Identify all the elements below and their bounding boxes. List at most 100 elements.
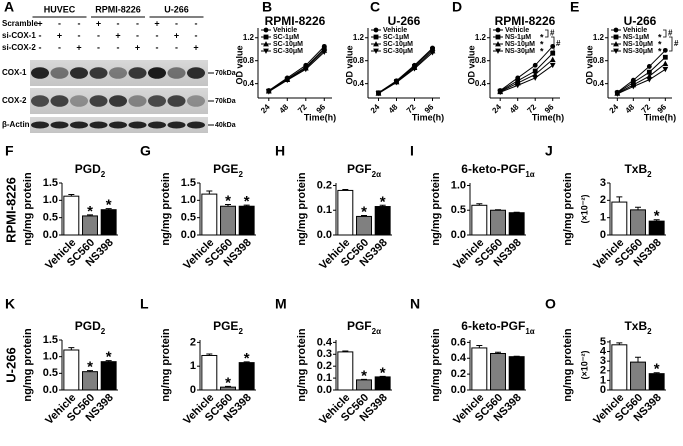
band [128,95,147,107]
band [89,121,108,129]
point [630,84,637,90]
y-axis-label: OD value [234,45,244,84]
bracket [545,29,549,38]
error-bar [616,342,623,345]
point [393,80,400,86]
point [375,91,382,97]
y-tick-label: 0.3 [317,348,332,360]
y-tick-label: 0.8 [243,56,255,65]
point [613,41,619,47]
significance: * [380,193,386,210]
y-tick-label: 3 [600,355,606,367]
chart-title: TxB2 [624,162,652,178]
point [495,41,501,47]
point [549,56,556,62]
bar [238,205,255,236]
legend-label: Vehicle [623,27,647,34]
row-label: RPMI-8226 [3,177,18,243]
significance: * [361,203,367,220]
bar [471,204,488,236]
bracket [551,36,555,52]
y-axis-label: ng/mg protein [562,172,574,246]
sign: - [136,18,139,28]
y-tick-label: 0 [600,229,606,241]
significance: * [658,46,662,56]
y-tick-label: 0.8 [593,56,605,65]
panel-letter: O [545,296,556,312]
series-line [268,45,325,91]
sign: - [58,42,61,52]
title-text: PGF [347,162,372,176]
point [497,89,504,96]
y-tick-label: 1 [600,212,606,224]
chart-title: 6-keto-PGF1α [461,162,534,178]
y-tick-label: 0 [600,384,606,396]
x-axis-label: Time(h) [304,112,336,122]
sign: + [135,42,140,52]
y-tick-label: 2 [190,336,196,348]
error-bar [105,208,112,210]
error-bar [476,203,483,206]
y-tick-label: 0.8 [353,56,365,65]
significance: * [244,193,250,210]
error-bar [653,372,660,374]
bar [630,361,646,391]
series-line [617,68,666,95]
sign: - [58,18,61,28]
band [89,95,108,107]
y-tick-label: 0.0 [43,384,58,396]
chart-title: RPMI-8226 [265,14,326,28]
legend-label: SC-30μM [273,48,303,55]
sign: - [195,30,198,40]
y-axis-label: ng/mg protein [430,328,442,402]
y-axis-unit: (×10⁻²) [579,194,589,223]
legend-label: Vehicle [505,27,529,34]
legend-label: SC-10μM [383,41,413,48]
title-subscript: 2α [372,327,381,336]
y-tick-label: 0.2 [451,368,466,380]
y-tick-label: 0.4 [353,79,365,88]
point [532,68,538,74]
x-tick-label: 24 [369,102,382,115]
error-bar [68,347,75,350]
sign: + [174,30,179,40]
legend-label: NS-1μM [623,34,649,41]
x-tick-label: 48 [387,102,400,115]
point [532,75,539,81]
sign: - [78,18,81,28]
error-bar [105,360,112,362]
bar [337,351,354,391]
legend-label: SC-1μM [273,34,299,41]
y-axis-label: OD value [584,45,594,84]
point [263,48,269,54]
title-text: TxB [624,319,647,333]
significance: * [106,197,112,214]
title-text: 6-keto-PGF [461,162,525,176]
band [187,121,205,129]
y-axis-unit: (×10⁻²) [579,350,589,379]
point [284,77,291,84]
blot-row-label: COX-1 [2,68,27,77]
title-text: PGE [213,319,238,333]
point [662,66,669,73]
legend-label: NS-1μM [505,34,531,41]
y-axis-label: ng/mg protein [562,328,574,402]
chart-title: 6-keto-PGF1α [461,319,534,335]
point [532,62,538,68]
chart-title: U-266 [624,14,657,28]
y-tick-label: 0.5 [451,204,466,216]
legend-label: Vehicle [273,27,297,34]
y-tick-label: 0.0 [317,229,332,241]
x-axis-label: Time(h) [644,112,676,122]
series-line [617,56,666,94]
y-axis-label: ng/mg protein [296,328,308,402]
panel-letter: G [140,143,151,159]
bracket [663,29,667,38]
point [265,89,272,95]
point [263,27,269,33]
group-label: U-266 [164,4,189,14]
point [646,64,652,69]
blot-row-label: β-Actin [2,120,30,129]
sign: + [154,18,159,28]
